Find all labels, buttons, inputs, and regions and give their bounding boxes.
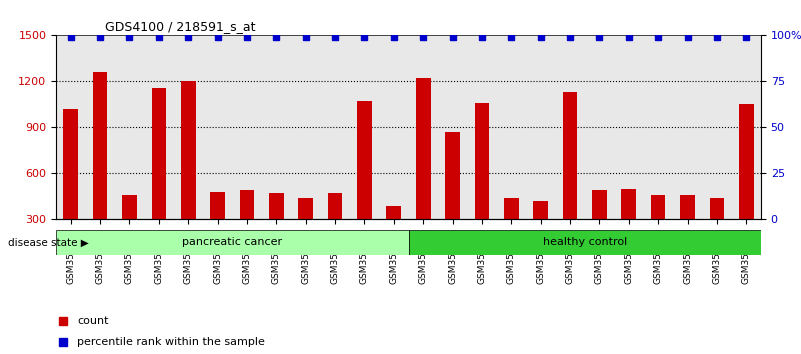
Bar (122, 195, 137, 266)
Bar (474, 103, 489, 266)
Bar (386, 206, 401, 266)
Text: disease state ▶: disease state ▶ (8, 238, 89, 247)
Bar (328, 193, 342, 266)
FancyBboxPatch shape (409, 230, 761, 255)
FancyBboxPatch shape (56, 230, 409, 255)
Bar (210, 192, 225, 266)
Text: healthy control: healthy control (542, 238, 627, 247)
Bar (562, 92, 578, 266)
Bar (93, 72, 107, 266)
Bar (592, 190, 606, 266)
Text: pancreatic cancer: pancreatic cancer (182, 238, 282, 247)
Bar (357, 101, 372, 266)
Bar (239, 190, 255, 266)
Bar (269, 193, 284, 266)
Bar (710, 198, 724, 266)
Bar (445, 132, 460, 266)
Bar (622, 189, 636, 266)
Text: percentile rank within the sample: percentile rank within the sample (77, 337, 265, 347)
Bar (181, 81, 195, 266)
Bar (151, 87, 167, 266)
Bar (680, 195, 694, 266)
Bar (298, 198, 313, 266)
Text: count: count (77, 316, 109, 326)
Text: GDS4100 / 218591_s_at: GDS4100 / 218591_s_at (106, 20, 256, 33)
Bar (739, 104, 754, 266)
Bar (416, 78, 430, 266)
Bar (650, 195, 666, 266)
Bar (63, 109, 78, 266)
Bar (533, 201, 548, 266)
Bar (504, 198, 519, 266)
